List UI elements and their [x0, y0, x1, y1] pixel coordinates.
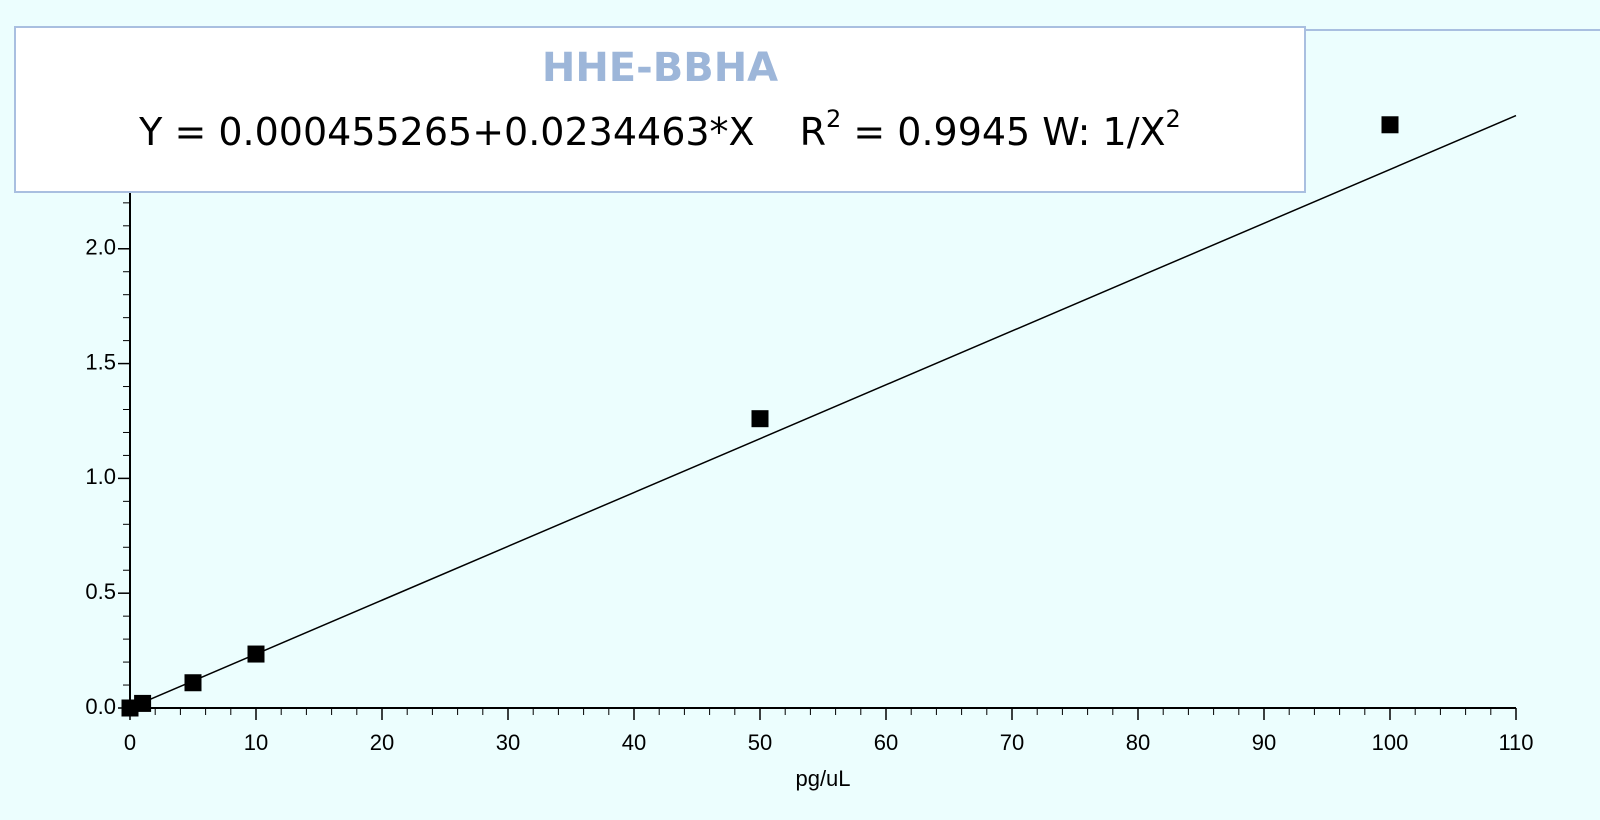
x-axis-label: pg/uL: [795, 766, 850, 791]
y-tick-label: 1.0: [85, 464, 116, 489]
x-tick-label: 70: [1000, 730, 1024, 755]
title-box-frame: [14, 26, 1306, 193]
x-tick-label: 60: [874, 730, 898, 755]
x-tick-label: 90: [1252, 730, 1276, 755]
data-point: [751, 410, 769, 428]
title-box: HHE-BBHA Y = 0.000455265+0.0234463*X R2 =…: [14, 26, 1306, 193]
x-tick-label: 10: [244, 730, 268, 755]
x-tick-label: 80: [1126, 730, 1150, 755]
x-tick-label: 100: [1372, 730, 1409, 755]
fit-stats: = 0.9945 W: 1/X: [841, 110, 1165, 154]
plot-area: 0 10 20 30 40 50 60 70 80 90 100 110 0.0 0.5 1.0 1.5 2.0: [85, 111, 1534, 755]
x-tick-label: 40: [622, 730, 646, 755]
data-point: [1381, 116, 1399, 134]
data-point: [184, 674, 202, 692]
x-tick-label: 0: [124, 730, 136, 755]
data-point: [134, 694, 152, 712]
weight-exponent: 2: [1166, 105, 1181, 133]
x-tick-label: 30: [496, 730, 520, 755]
y-tick-label: 0.0: [85, 694, 116, 719]
data-point: [247, 645, 265, 663]
chart-title: HHE-BBHA: [542, 45, 778, 91]
x-tick-label: 20: [370, 730, 394, 755]
y-tick-label: 1.5: [85, 349, 116, 374]
equation: Y = 0.000455265+0.0234463*X: [138, 110, 754, 154]
y-tick-label: 0.5: [85, 579, 116, 604]
equation-line: Y = 0.000455265+0.0234463*X R2 = 0.9945 W…: [138, 105, 1181, 154]
r-label: R: [800, 110, 826, 154]
r-exponent: 2: [826, 105, 841, 133]
x-tick-label: 50: [748, 730, 772, 755]
fit-line: [129, 114, 1517, 709]
y-tick-label: 2.0: [85, 235, 116, 260]
x-tick-label: 110: [1498, 730, 1533, 755]
